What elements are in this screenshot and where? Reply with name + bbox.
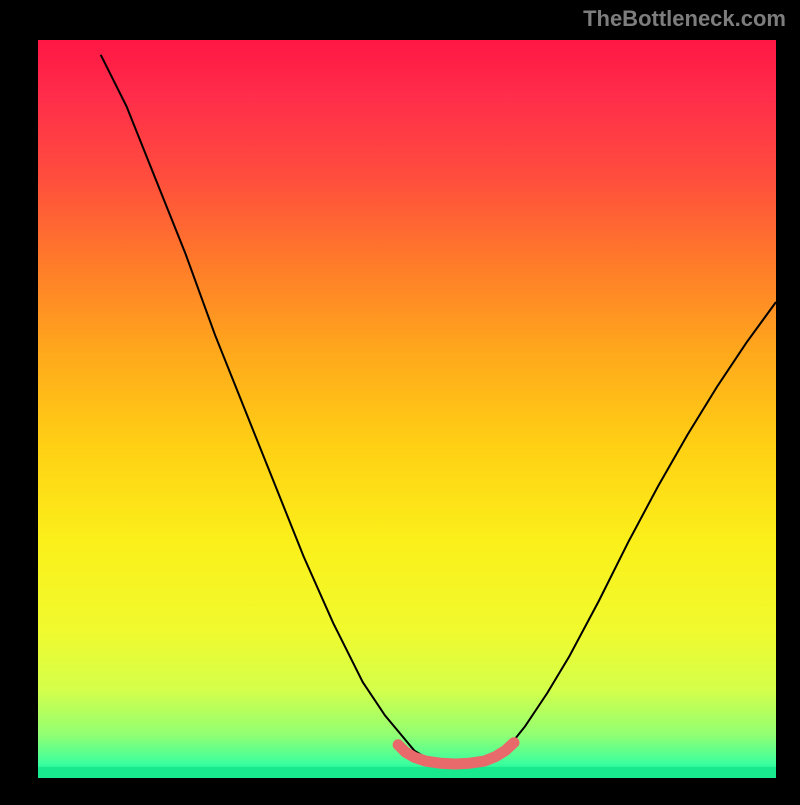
optimal-band	[38, 767, 776, 778]
bottleneck-chart	[0, 0, 800, 805]
chart-background	[38, 40, 776, 778]
